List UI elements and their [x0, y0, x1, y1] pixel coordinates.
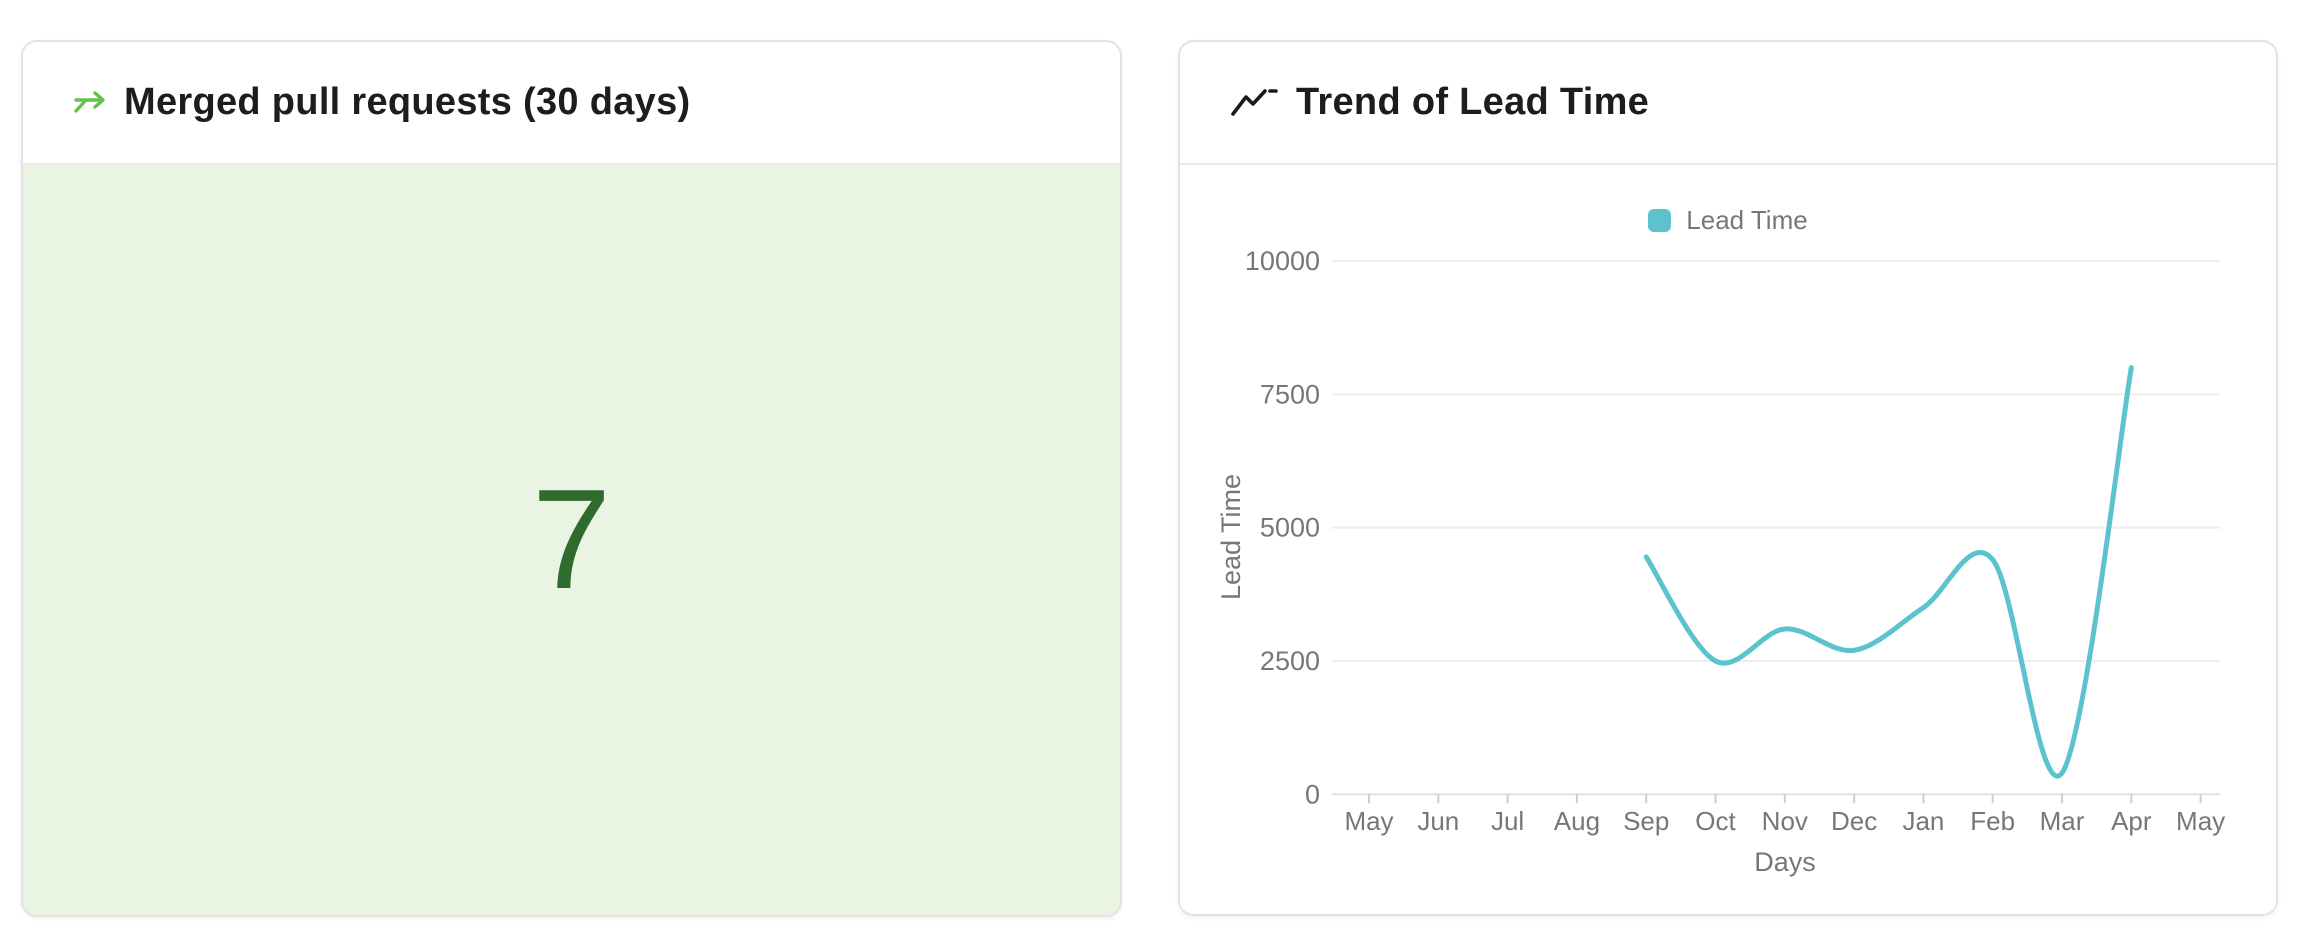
- x-tick-label: Aug: [1554, 806, 1600, 836]
- x-axis-title: Days: [1754, 847, 1816, 877]
- y-tick-label: 5000: [1260, 513, 1320, 543]
- x-tick-label: Nov: [1762, 806, 1808, 836]
- lead-time-card: Trend of Lead Time Lead Time 0 2500 5000 75…: [1178, 40, 2278, 916]
- x-tick-label: Feb: [1970, 806, 2015, 836]
- x-tick-label: Dec: [1831, 806, 1877, 836]
- y-tick-label: 2500: [1260, 646, 1320, 676]
- legend-item-lead-time[interactable]: Lead Time: [1648, 205, 1808, 236]
- merged-prs-header: Merged pull requests (30 days): [23, 42, 1120, 165]
- lead-time-chart-area: Lead Time 0 2500 5000 7500 10000 May Jun Jul Aug…: [1180, 165, 2276, 914]
- merged-prs-count: 7: [532, 460, 611, 619]
- y-tick-label: 10000: [1245, 246, 1320, 276]
- merged-prs-title: Merged pull requests (30 days): [124, 81, 691, 123]
- merged-prs-body: 7: [23, 165, 1120, 915]
- chart-legend: Lead Time: [1180, 205, 2276, 236]
- x-tick-label: Jul: [1491, 806, 1524, 836]
- legend-label: Lead Time: [1686, 205, 1808, 235]
- merged-prs-card: Merged pull requests (30 days) 7: [21, 40, 1122, 917]
- x-tick-label: Jan: [1902, 806, 1944, 836]
- y-tick-label: 0: [1305, 779, 1320, 809]
- y-tick-label: 7500: [1260, 379, 1320, 409]
- legend-swatch: [1648, 209, 1672, 232]
- x-tick-label: Sep: [1623, 806, 1669, 836]
- x-tick-label: Jun: [1417, 806, 1459, 836]
- y-axis-title: Lead Time: [1216, 474, 1246, 600]
- x-tick-label: Oct: [1695, 806, 1736, 836]
- x-tick-label: May: [1344, 806, 1393, 836]
- x-tick-label: Mar: [2040, 806, 2085, 836]
- trend-line-icon: [1231, 88, 1278, 116]
- merge-arrow-icon: [74, 91, 105, 113]
- x-tick-label: Apr: [2111, 806, 2152, 836]
- lead-time-line: [1643, 365, 2134, 779]
- x-tick-label: May: [2176, 806, 2225, 836]
- lead-time-line-chart: 0 2500 5000 7500 10000 May Jun Jul Aug Sep Oct Nov D…: [1216, 246, 2225, 877]
- lead-time-header: Trend of Lead Time: [1180, 42, 2276, 165]
- lead-time-title: Trend of Lead Time: [1296, 81, 1650, 123]
